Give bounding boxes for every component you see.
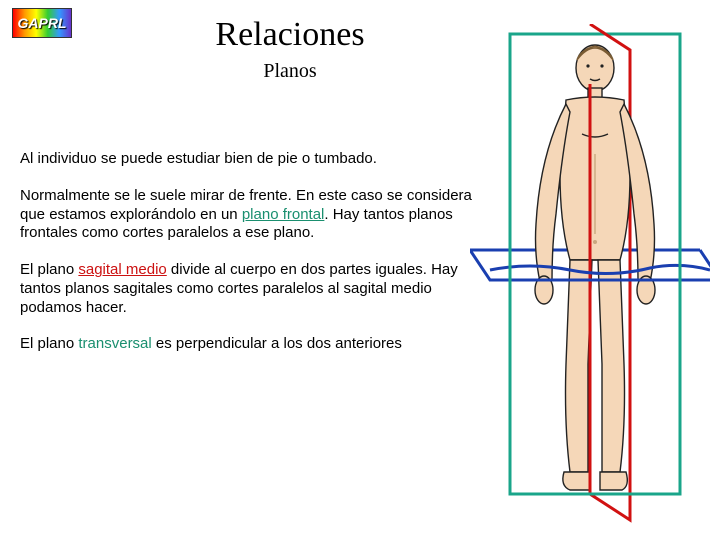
p4-post: es perpendicular a los dos anteriores [152,335,402,352]
body-text: Al individuo se puede estudiar bien de p… [20,150,480,372]
keyword-frontal: plano frontal [242,206,325,223]
keyword-transversal: transversal [78,335,151,352]
p4-pre: El plano [20,335,78,352]
keyword-sagital: sagital medio [78,261,166,278]
paragraph-transversal: El plano transversal es perpendicular a … [20,335,480,354]
paragraph-frontal: Normalmente se le suele mirar de frente.… [20,187,480,243]
p3-pre: El plano [20,261,78,278]
paragraph-sagital: El plano sagital medio divide al cuerpo … [20,261,480,317]
anatomy-figure [470,24,710,524]
paragraph-intro: Al individuo se puede estudiar bien de p… [20,150,480,169]
